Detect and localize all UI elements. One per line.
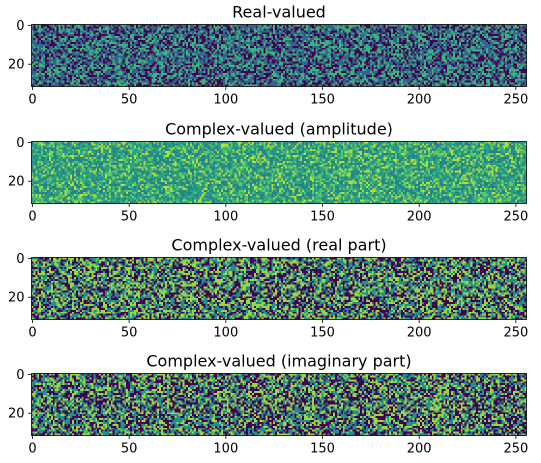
x-tick-label: 100 bbox=[213, 210, 238, 225]
axes-frame bbox=[31, 257, 527, 320]
x-tick-label: 50 bbox=[121, 326, 138, 341]
x-tick-label: 200 bbox=[407, 93, 432, 108]
heatmap-panel-3: Complex-valued (real part)0 50 100 150 200 25… bbox=[8, 236, 528, 341]
x-tick-label: 250 bbox=[503, 210, 528, 225]
panel-title: Real-valued bbox=[232, 3, 326, 22]
panel-title: Complex-valued (imaginary part) bbox=[146, 352, 411, 371]
y-tick-label: 20 bbox=[8, 291, 25, 306]
x-tick-label: 200 bbox=[407, 442, 432, 457]
x-tick-label: 150 bbox=[310, 93, 335, 108]
x-tick-label: 50 bbox=[121, 93, 138, 108]
x-tick-label: 200 bbox=[407, 326, 432, 341]
heatmap-image bbox=[31, 141, 527, 204]
x-tick-label: 50 bbox=[121, 442, 138, 457]
x-tick-label: 250 bbox=[503, 442, 528, 457]
x-tick-label: 150 bbox=[310, 326, 335, 341]
x-tick-label: 150 bbox=[310, 442, 335, 457]
axes-frame bbox=[31, 24, 527, 87]
panel-title: Complex-valued (real part) bbox=[171, 236, 386, 255]
heatmap-image bbox=[31, 373, 527, 436]
y-tick-label: 0 bbox=[16, 368, 24, 383]
axes-frame bbox=[31, 373, 527, 436]
x-tick-label: 0 bbox=[28, 326, 36, 341]
axes-frame bbox=[31, 141, 527, 204]
heatmap-image bbox=[31, 257, 527, 320]
heatmap-panel-2: Complex-valued (amplitude)0 50 100 150 200 25… bbox=[8, 120, 528, 225]
x-tick-label: 100 bbox=[213, 93, 238, 108]
x-tick-label: 0 bbox=[28, 442, 36, 457]
heatmap-image bbox=[31, 24, 527, 87]
x-tick-label: 50 bbox=[121, 210, 138, 225]
y-tick-label: 20 bbox=[8, 175, 25, 190]
x-tick-label: 200 bbox=[407, 210, 432, 225]
heatmap-panel-4: Complex-valued (imaginary part) 0 50 100 150… bbox=[8, 352, 528, 457]
heatmap-panel-1: Real-valued 0 50 100 150 200 250 0 20 bbox=[8, 3, 528, 108]
y-tick-label: 20 bbox=[8, 407, 25, 422]
panel-title: Complex-valued (amplitude) bbox=[165, 120, 393, 139]
x-tick-label: 250 bbox=[503, 326, 528, 341]
y-tick-label: 20 bbox=[8, 58, 25, 73]
x-tick-label: 250 bbox=[503, 93, 528, 108]
y-tick-label: 0 bbox=[16, 136, 24, 151]
x-tick-label: 100 bbox=[213, 326, 238, 341]
x-tick-label: 150 bbox=[310, 210, 335, 225]
y-tick-label: 0 bbox=[16, 19, 24, 34]
y-tick-label: 0 bbox=[16, 252, 24, 267]
x-tick-label: 0 bbox=[28, 210, 36, 225]
x-tick-label: 0 bbox=[28, 93, 36, 108]
x-tick-label: 100 bbox=[213, 442, 238, 457]
